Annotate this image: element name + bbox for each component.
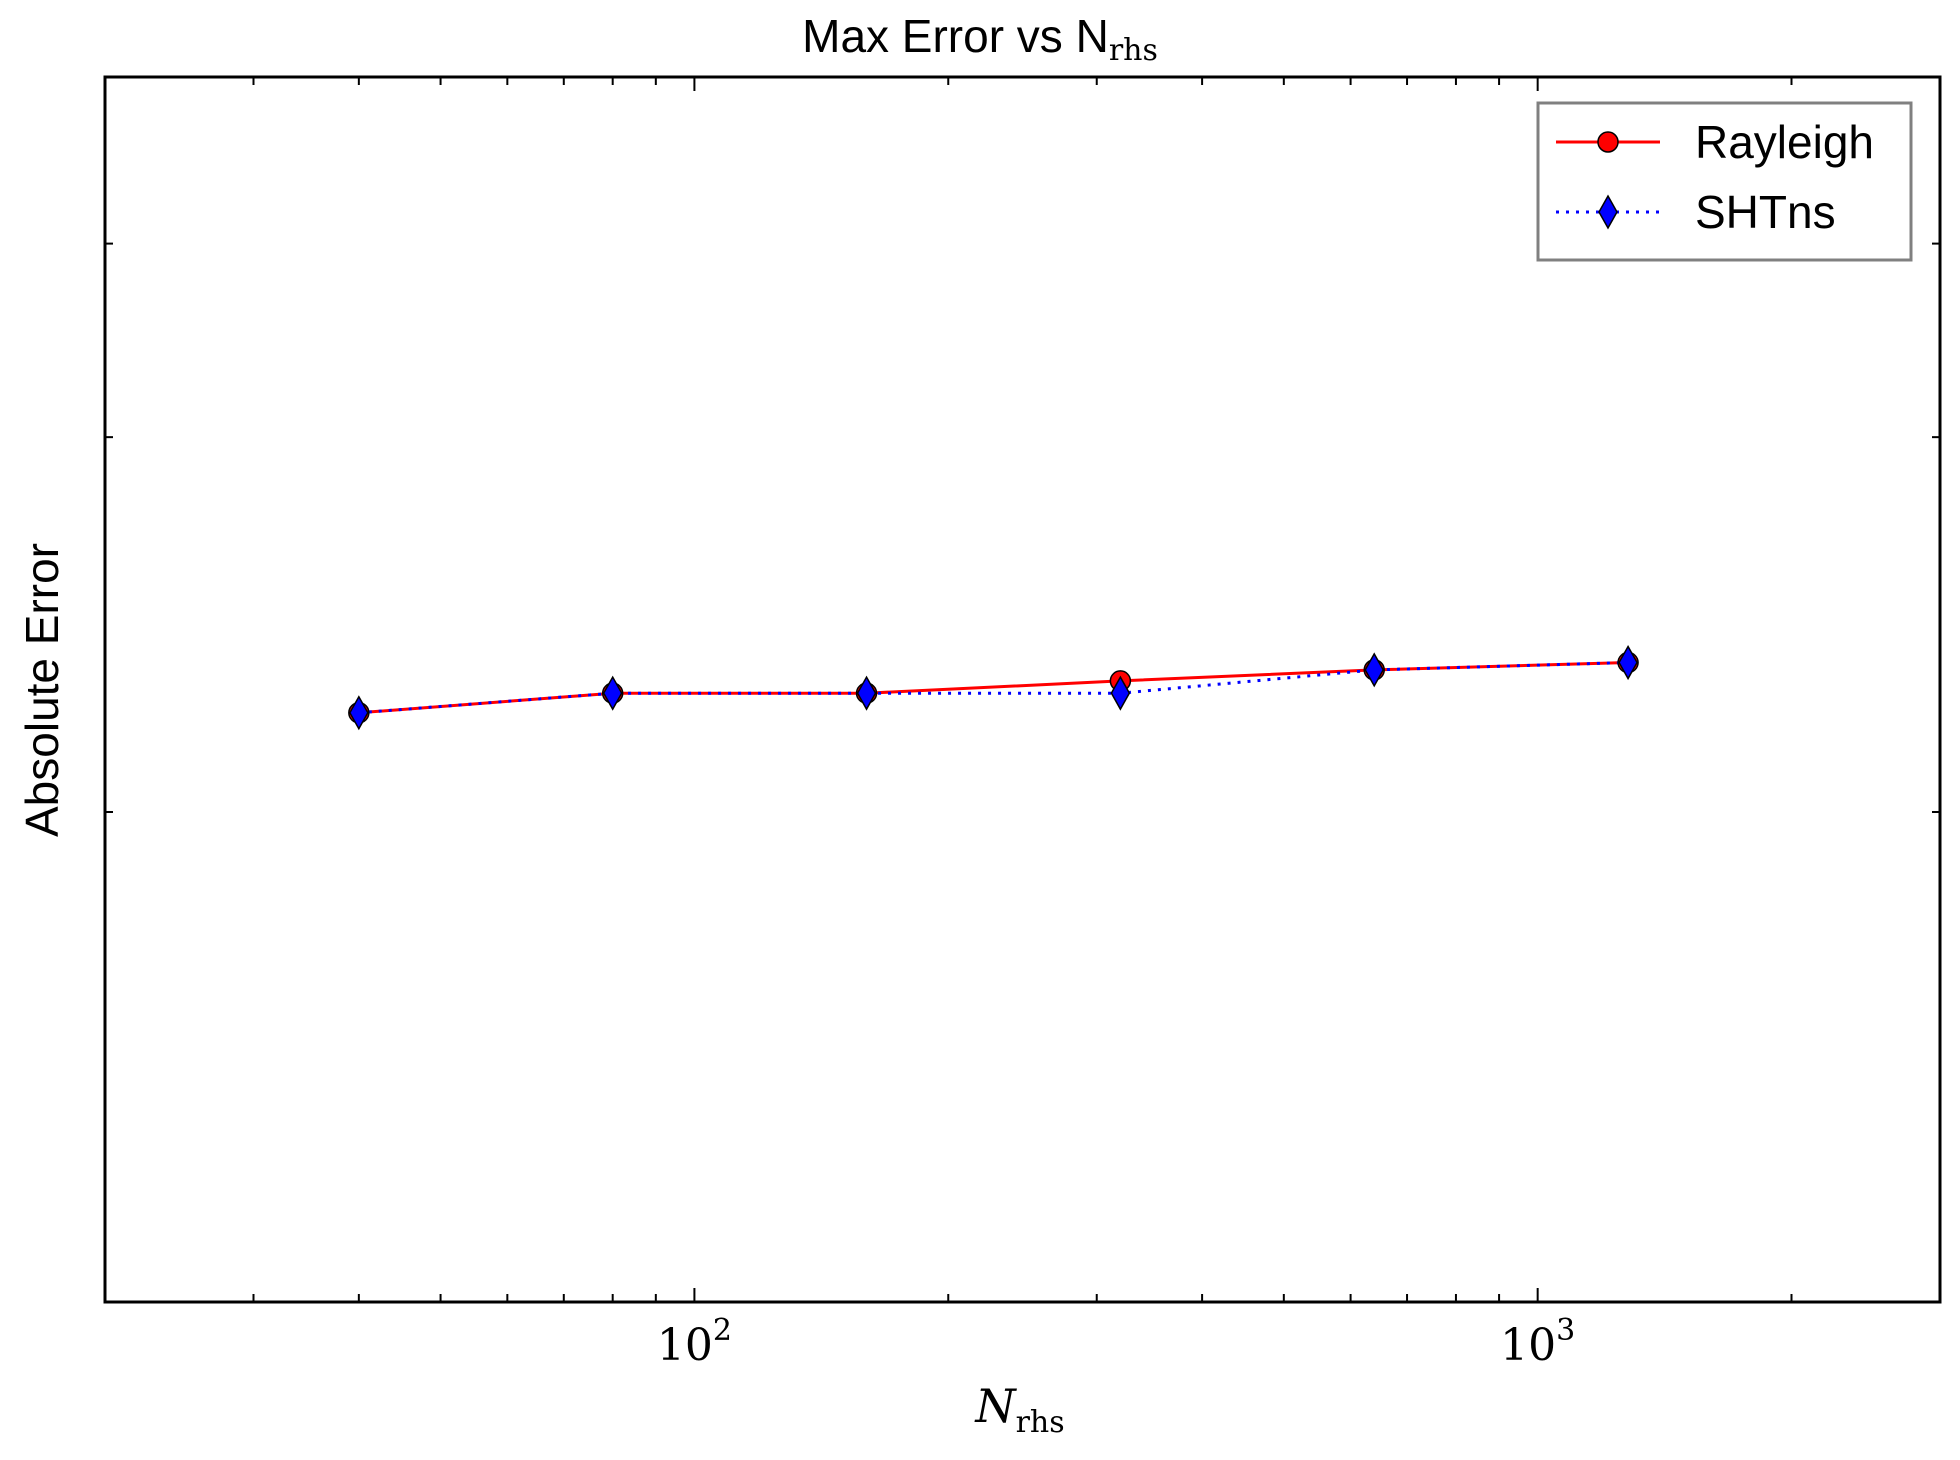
chart-title: Max Error vs Nrhs: [802, 10, 1158, 68]
data-point-shtns: [1110, 675, 1131, 711]
chart-title-subscript: rhs: [1109, 33, 1158, 68]
data-point-shtns: [1618, 645, 1638, 681]
x-axis-label: Nrhs: [974, 1379, 1064, 1440]
legend-box: [1536, 101, 1913, 262]
legend: Rayleigh SHTns: [1536, 101, 1913, 262]
x-tick-label-1e2: 102: [657, 1313, 732, 1371]
data-point-shtns: [602, 675, 623, 711]
axis-ticks: [104, 77, 1941, 1302]
legend-shtns-marker: [1598, 194, 1618, 230]
legend-shtns-label: SHTns: [1695, 186, 1836, 238]
series-layer: [348, 645, 1639, 731]
y-axis-label: Absolute Error: [16, 543, 68, 837]
data-point-shtns: [1364, 652, 1385, 688]
legend-rayleigh-label: Rayleigh: [1695, 116, 1874, 168]
legend-rayleigh-marker: [1597, 131, 1619, 153]
chart-title-text: Max Error vs N: [802, 10, 1109, 62]
x-tick-labels: 102 103: [657, 1313, 1575, 1371]
data-point-shtns: [348, 695, 369, 731]
x-tick-label-1e3: 103: [1500, 1313, 1575, 1371]
plot-area: [103, 75, 1942, 1304]
data-point-shtns: [856, 675, 877, 711]
series-line-shtns: [358, 661, 1629, 715]
